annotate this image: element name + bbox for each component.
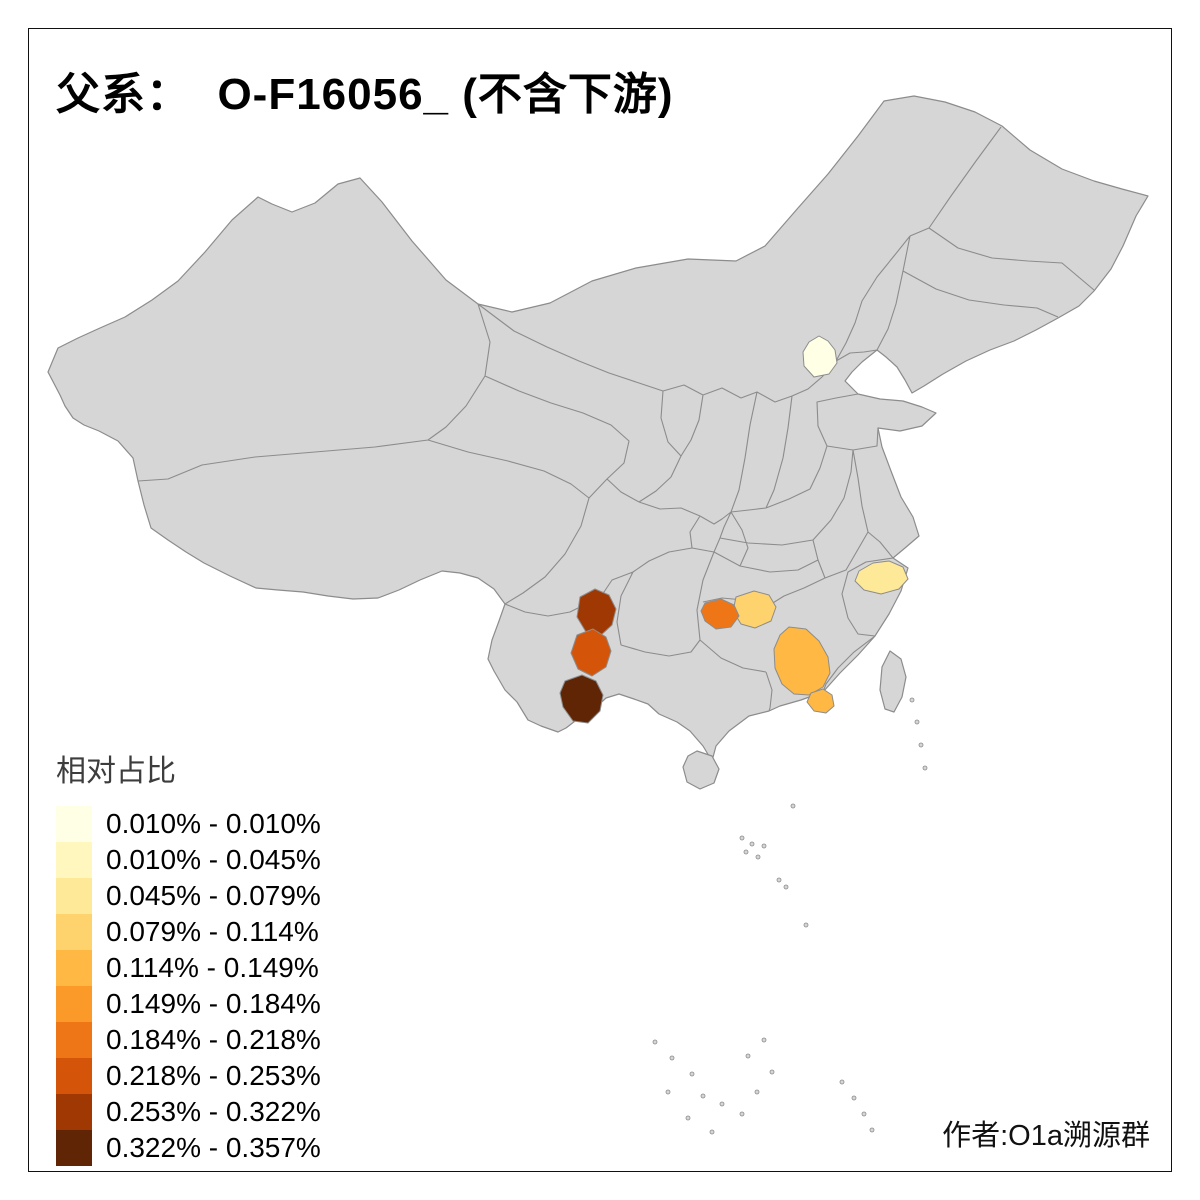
legend-swatch [56,878,92,914]
region-southwest-upper [576,588,617,637]
legend-swatch [56,806,92,842]
mainland-china-shape [47,95,1149,762]
legend-item: 0.253% - 0.322% [56,1094,321,1130]
region-southwest-lower [559,674,604,724]
legend-item: 0.114% - 0.149% [56,950,321,986]
legend-label: 0.218% - 0.253% [106,1060,321,1091]
legend-item: 0.010% - 0.010% [56,806,321,842]
legend-swatch [56,1022,92,1058]
legend-item: 0.079% - 0.114% [56,914,321,950]
legend-swatch [56,842,92,878]
legend-label: 0.045% - 0.079% [106,880,321,911]
legend-swatch [56,950,92,986]
legend-title: 相对占比 [56,755,176,788]
legend-label: 0.010% - 0.045% [106,844,321,875]
legend-swatch [56,986,92,1022]
legend-swatch [56,1058,92,1094]
taiwan-island-shape [879,650,907,713]
legend-label: 0.322% - 0.357% [106,1132,321,1163]
legend-swatch [56,1130,92,1166]
legend: 相对占比 0.010% - 0.010% 0.010% - 0.045% 0.0… [56,746,321,1166]
legend-item: 0.010% - 0.045% [56,842,321,878]
legend-swatch [56,1094,92,1130]
author-credit: 作者:O1a溯源群 [942,1120,1150,1152]
region-southeast [773,626,831,696]
legend-label: 0.184% - 0.218% [106,1024,321,1055]
legend-items: 0.010% - 0.010% 0.010% - 0.045% 0.045% -… [56,806,321,1166]
legend-item: 0.184% - 0.218% [56,1022,321,1058]
legend-item: 0.218% - 0.253% [56,1058,321,1094]
region-south [806,688,835,714]
legend-label: 0.010% - 0.010% [106,808,321,839]
region-southwest-middle [570,628,612,677]
legend-label: 0.079% - 0.114% [106,916,319,947]
legend-label: 0.149% - 0.184% [106,988,321,1019]
region-east-coast [854,560,909,595]
south-china-sea-islands [652,697,928,1135]
province-boundaries [137,126,1095,712]
legend-item: 0.149% - 0.184% [56,986,321,1022]
region-north [802,335,838,378]
legend-label: 0.253% - 0.322% [106,1096,321,1127]
legend-item: 0.045% - 0.079% [56,878,321,914]
hainan-island-shape [682,750,720,790]
legend-label: 0.114% - 0.149% [106,952,319,983]
legend-swatch [56,914,92,950]
figure-title: 父系： O-F16056_ (不含下游) [56,70,674,119]
region-central-orange [700,598,740,630]
legend-item: 0.322% - 0.357% [56,1130,321,1166]
